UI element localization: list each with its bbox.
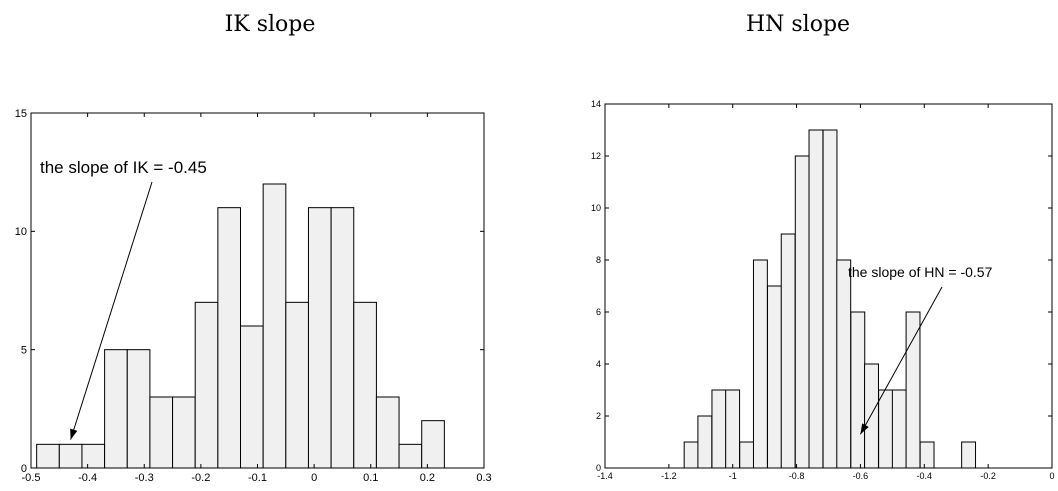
- ik-y-tick-label: 15: [15, 108, 27, 120]
- hn-bar: [836, 259, 852, 469]
- hn-bar: [878, 389, 894, 469]
- hn-x-tick-label: -0.8: [789, 471, 805, 481]
- ik-bar: [81, 443, 106, 469]
- ik-bar: [330, 207, 355, 469]
- hn-bar: [725, 389, 741, 469]
- ik-x-tick-label: 0.1: [363, 472, 378, 484]
- ik-bar: [104, 349, 128, 469]
- ik-bar: [240, 325, 264, 469]
- ik-bar: [58, 443, 83, 469]
- ik-x-tick-label: -0.2: [191, 472, 210, 484]
- hn-y-tick-label: 4: [596, 359, 601, 369]
- hn-bar: [780, 233, 796, 469]
- ik-bar: [172, 396, 196, 469]
- ik-bar: [126, 349, 151, 469]
- hn-bar: [891, 389, 907, 469]
- hn-bar: [752, 259, 768, 469]
- hn-bar: [919, 441, 935, 469]
- hn-x-tick-label: -1.2: [661, 471, 677, 481]
- hn-y-tick-label: 10: [591, 203, 601, 213]
- hn-bar: [808, 129, 824, 469]
- ik-x-tick-label: 0.2: [420, 472, 435, 484]
- ik-bar: [194, 301, 219, 469]
- ik-x-tick-label: 0.3: [476, 472, 491, 484]
- hn-bar: [961, 441, 977, 469]
- ik-slope-histogram: -0.5 -0.4 -0.3 -0.2 -0.1 0 0.1 0.2 0.3 0 5 10 15 the …: [15, 108, 492, 484]
- ik-bar: [353, 301, 377, 469]
- hn-bar: [711, 389, 727, 469]
- hn-y-tick-label: 14: [591, 99, 601, 109]
- ik-bar: [307, 207, 332, 469]
- hn-bar: [697, 415, 713, 469]
- hn-x-tick-label: -1.4: [597, 471, 613, 481]
- hn-bar: [739, 441, 755, 469]
- hn-y-tick-label: 2: [596, 411, 601, 421]
- ik-x-tick-label: 0: [311, 472, 317, 484]
- hn-y-tick-label: 6: [596, 307, 601, 317]
- ik-y-tick-label: 5: [21, 345, 27, 357]
- ik-bar: [217, 207, 242, 469]
- ik-annotation-arrow: [70, 181, 153, 440]
- ik-bar: [375, 396, 400, 469]
- ik-bar: [149, 396, 174, 469]
- hn-y-tick-label: 8: [596, 255, 601, 265]
- chart-title-ik: IK slope: [225, 12, 316, 37]
- chart-title-hn: HN slope: [746, 12, 850, 37]
- ik-bar: [285, 301, 309, 469]
- hn-x-tick-label: -0.6: [853, 471, 869, 481]
- hn-bar: [864, 363, 879, 469]
- ik-x-tick-label: -0.3: [135, 472, 154, 484]
- ik-bar: [421, 420, 445, 469]
- ik-y-tick-label: 10: [15, 226, 27, 238]
- hn-x-tick-label: -1: [729, 471, 737, 481]
- hn-bar: [850, 311, 866, 469]
- ik-x-tick-label: -0.1: [248, 472, 267, 484]
- ik-x-tick-label: -0.5: [22, 472, 41, 484]
- hn-plot-frame: [604, 103, 1053, 469]
- ik-bar: [262, 183, 287, 469]
- hn-slope-histogram: -1.4 -1.2 -1 -0.8 -0.6 -0.4 -0.2 0 0 2 4 6 8 10 12 14 th…: [591, 99, 1055, 481]
- hn-bar: [683, 441, 699, 469]
- ik-arrowhead: [70, 428, 78, 440]
- ik-annotation-label: the slope of IK = -0.45: [40, 158, 207, 177]
- hn-bar: [905, 311, 921, 469]
- hn-bar: [822, 129, 838, 469]
- hn-arrowhead: [860, 423, 869, 435]
- hn-x-tick-label: -0.4: [917, 471, 933, 481]
- hn-bar: [767, 285, 782, 469]
- hn-x-tick-label: 0: [1049, 471, 1054, 481]
- hn-y-tick-label: 12: [591, 151, 601, 161]
- ik-bar: [36, 443, 60, 469]
- hn-x-tick-label: -0.2: [980, 471, 996, 481]
- ik-x-tick-label: -0.4: [78, 472, 97, 484]
- hn-bar: [794, 155, 810, 469]
- ik-y-tick-label: 0: [21, 463, 27, 475]
- hn-annotation-label: the slope of HN = -0.57: [848, 264, 993, 280]
- ik-bar: [398, 443, 423, 469]
- hn-y-tick-label: 0: [596, 463, 601, 473]
- hn-annotation-arrow: [859, 286, 943, 435]
